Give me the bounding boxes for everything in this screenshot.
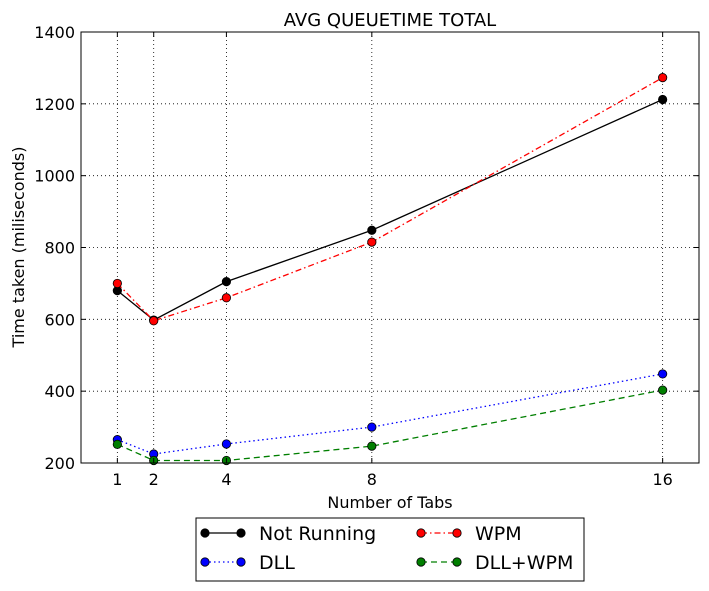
legend-entry: DLL xyxy=(200,552,295,574)
y-tick-label: 1200 xyxy=(34,95,75,114)
legend-marker xyxy=(416,557,426,567)
series-dll xyxy=(112,369,668,459)
legend-entry: Not Running xyxy=(200,523,376,545)
x-tick-label: 8 xyxy=(367,470,377,489)
series-layer xyxy=(112,73,668,466)
data-point xyxy=(367,422,377,432)
legend-label: Not Running xyxy=(259,523,376,545)
y-tick-label: 1000 xyxy=(34,167,75,186)
legend-label: DLL xyxy=(259,552,295,574)
data-point xyxy=(149,316,159,326)
y-tick-label: 800 xyxy=(44,239,75,258)
series-line xyxy=(117,373,663,455)
legend-label: DLL+WPM xyxy=(475,552,573,574)
x-tick-label: 16 xyxy=(652,470,672,489)
data-point xyxy=(112,278,122,289)
legend-label: WPM xyxy=(475,523,522,545)
legend-marker xyxy=(236,528,246,538)
data-point xyxy=(658,385,668,395)
legend: Not Running DLL WPM DLL+WPM xyxy=(195,517,585,582)
series-wpm xyxy=(112,73,668,326)
legend-marker xyxy=(200,528,210,538)
series-line xyxy=(117,389,663,462)
series-line xyxy=(116,77,663,322)
data-point xyxy=(367,237,377,247)
data-point xyxy=(658,73,668,83)
legend-box xyxy=(195,517,585,582)
chart-title: AVG QUEUETIME TOTAL xyxy=(284,10,496,31)
y-tick-label: 600 xyxy=(44,310,75,329)
data-point xyxy=(221,439,232,449)
y-axis-label: Time taken (miliseconds) xyxy=(9,147,28,349)
legend-marker xyxy=(236,557,246,567)
data-point xyxy=(367,225,377,235)
grid xyxy=(81,31,699,464)
series-not-running xyxy=(112,94,668,325)
legend-marker xyxy=(452,557,462,567)
legend-marker xyxy=(200,557,210,567)
x-tick-label: 1 xyxy=(112,470,122,489)
data-point xyxy=(367,441,377,451)
data-point xyxy=(221,293,232,303)
data-point xyxy=(658,94,668,105)
series-line xyxy=(116,98,663,321)
data-point xyxy=(221,277,232,287)
legend-marker xyxy=(416,528,426,538)
data-point xyxy=(658,369,668,379)
legend-entry: WPM xyxy=(416,523,522,545)
axis-ticks: 1 2 4 8 16 200 400 600 800 1000 1200 1400 xyxy=(34,23,699,489)
y-tick-label: 200 xyxy=(44,454,75,473)
series-dll-wpm xyxy=(112,385,668,466)
legend-marker xyxy=(452,528,462,538)
y-tick-label: 400 xyxy=(44,382,75,401)
data-point xyxy=(112,439,122,449)
legend-entry: DLL+WPM xyxy=(416,552,573,574)
y-tick-label: 1400 xyxy=(34,23,75,42)
x-tick-label: 2 xyxy=(149,470,159,489)
x-axis-label: Number of Tabs xyxy=(327,493,452,512)
x-tick-label: 4 xyxy=(221,470,231,489)
